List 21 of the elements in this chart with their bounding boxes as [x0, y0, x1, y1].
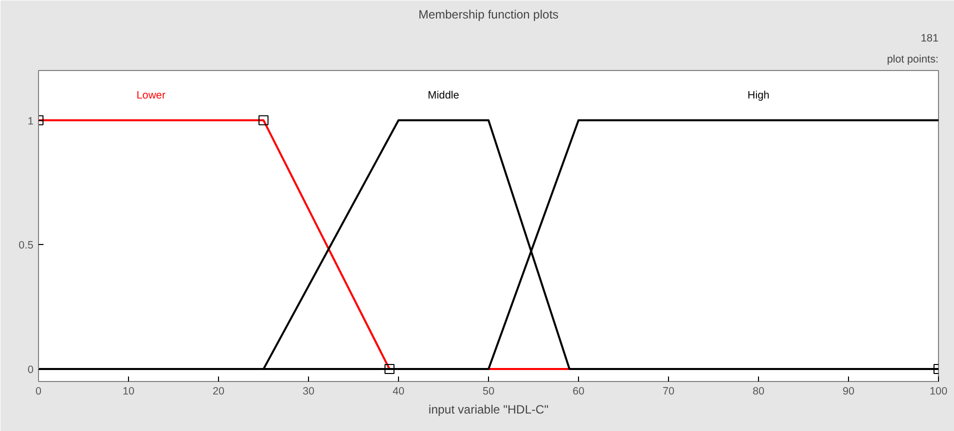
x-tick-label: 80: [752, 386, 764, 398]
x-tick-label: 100: [930, 386, 948, 398]
series-label: Middle: [428, 89, 460, 102]
text: plot points:: [886, 54, 939, 66]
x-tick-label: 40: [392, 386, 404, 398]
x-tick-label: 50: [482, 386, 494, 398]
x-tick-label: 70: [662, 386, 674, 398]
x-tick-label: 10: [122, 386, 134, 398]
y-tick-label: 0.5: [18, 240, 34, 252]
x-tick-label: 30: [302, 386, 314, 398]
chart-title: Membership function plots: [418, 8, 559, 22]
y-tick-label: 1: [28, 115, 34, 128]
x-tick-label: 20: [212, 386, 224, 398]
x-axis-title: input variable "HDL-C": [428, 402, 548, 416]
x-tick-label: 90: [842, 386, 854, 398]
text: 181: [920, 32, 939, 44]
x-tick-label: 60: [572, 386, 584, 398]
series-label: Lower: [136, 89, 166, 102]
y-tick-label: 0: [28, 364, 34, 376]
series-label: High: [748, 89, 770, 102]
x-tick-label: 0: [36, 386, 42, 398]
